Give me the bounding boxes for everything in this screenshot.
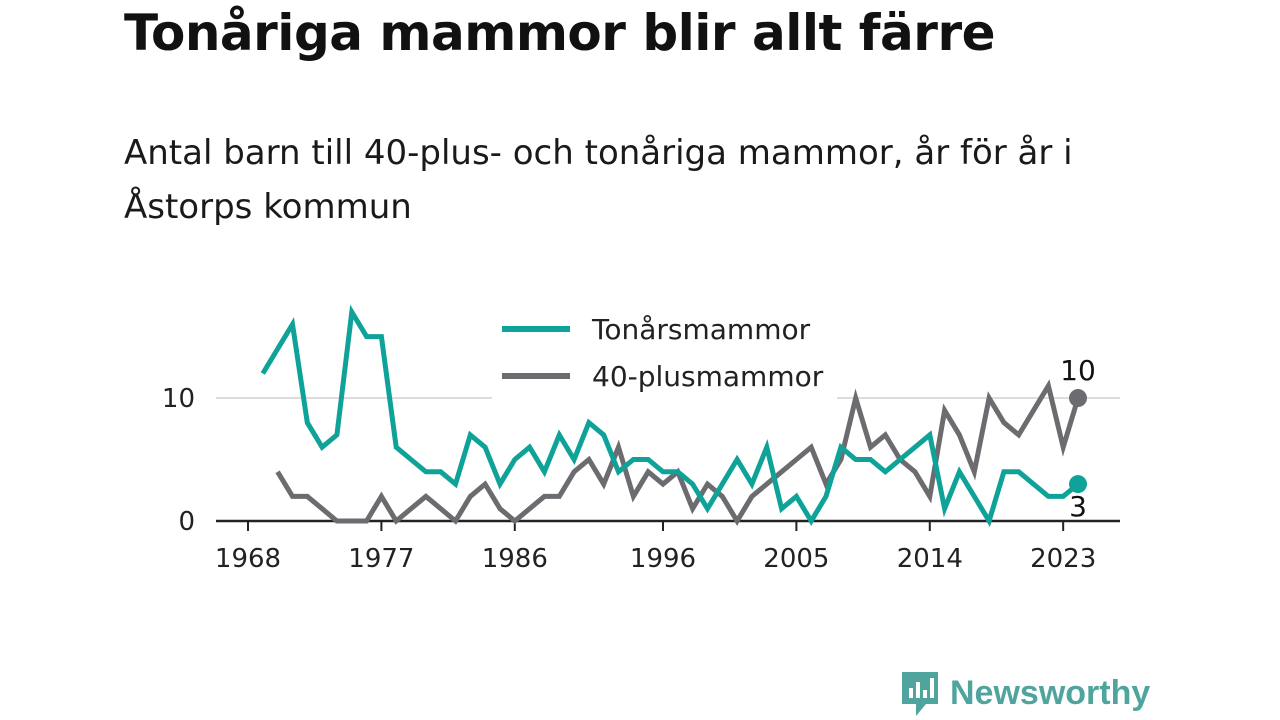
series-end-point-1: [1069, 389, 1087, 408]
series-line-0: [260, 304, 1080, 528]
x-tick-label: 1968: [215, 544, 281, 574]
y-tick-label: 0: [178, 507, 195, 537]
bar-chart-icon: [902, 672, 938, 716]
newsworthy-logo: Newsworthy: [900, 668, 1150, 718]
legend-label-0: Tonårsmammor: [591, 313, 811, 346]
series-end-label-0: 3: [1069, 490, 1087, 523]
brand-name: Newsworthy: [950, 673, 1151, 712]
legend-background: [492, 308, 837, 400]
legend: Tonårsmammor 40-plusmammor: [492, 308, 837, 400]
legend-label-1: 40-plusmammor: [592, 360, 824, 393]
series-line-1: [275, 379, 1081, 526]
x-tick-label: 2014: [897, 544, 963, 574]
x-tick-label: 1986: [482, 544, 548, 574]
chart-subtitle: Antal barn till 40-plus- och tonåriga ma…: [124, 133, 1073, 227]
y-tick-label: 10: [162, 384, 195, 414]
line-chart: 0 10 1968 1977 1986 1996 2005 2014 2023 3 10 Tonå…: [162, 304, 1120, 574]
x-tick-label: 1996: [630, 544, 696, 574]
x-tick-label: 2005: [763, 544, 829, 574]
axis-layer: 0 10 1968 1977 1986 1996 2005 2014 2023: [162, 384, 1120, 574]
series-end-point-0: [1069, 475, 1087, 494]
x-tick-label: 2023: [1030, 544, 1096, 574]
series-layer: 3 10: [260, 304, 1096, 528]
x-tick-label: 1977: [348, 544, 414, 574]
series-end-label-1: 10: [1060, 354, 1096, 387]
chart-title: Tonåriga mammor blir allt färre: [124, 4, 996, 62]
